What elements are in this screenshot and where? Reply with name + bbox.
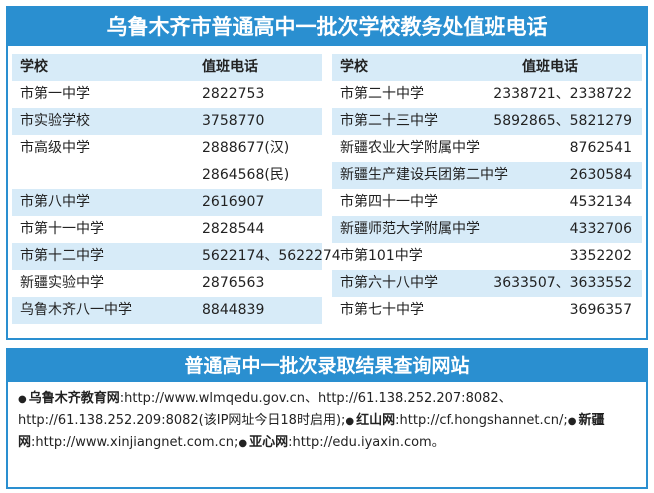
school-name: 市第十二中学	[20, 248, 104, 264]
site-url: :http://cf.hongshannet.cn/;	[395, 413, 568, 428]
school-name: 市第二十中学	[340, 86, 424, 102]
duty-phone-box: 乌鲁木齐市普通高中一批次学校教务处值班电话 学校 值班电话市第一中学 2822753…	[6, 6, 648, 340]
phone-number: 3758770	[202, 113, 265, 129]
phone-number: 2888677(汉)	[202, 140, 290, 156]
school-name: 乌鲁木齐八一中学	[20, 302, 132, 318]
header-cell: 值班电话	[522, 59, 578, 75]
table-row: 市第四十一中学 4532134	[332, 189, 642, 216]
table-row: 市第八中学 2616907	[12, 189, 322, 216]
box-title: 乌鲁木齐市普通高中一批次学校教务处值班电话	[8, 8, 646, 46]
phone-number: 4532134	[569, 194, 632, 210]
school-name: 市第十一中学	[20, 221, 104, 237]
table-row: 新疆实验中学 2876563	[12, 270, 322, 297]
header-row: 学校 值班电话	[12, 54, 322, 81]
school-name: 市第一中学	[20, 86, 90, 102]
header-row: 学校 值班电话	[332, 54, 642, 81]
school-name: 市高级中学	[20, 140, 90, 156]
phone-number: 5622174、5622274	[202, 248, 341, 264]
site-name: 亚心网	[238, 435, 288, 450]
table-row: 新疆生产建设兵团第二中学 2630584	[332, 162, 642, 189]
phone-number: 8844839	[202, 302, 265, 318]
phone-number: 3696357	[569, 302, 632, 318]
table-row: 市第六十八中学 3633507、3633552	[332, 270, 642, 297]
table-row: 市高级中学 2888677(汉) 2864568(民)	[12, 135, 322, 189]
school-name: 新疆师范大学附属中学	[340, 221, 480, 237]
school-name: 新疆实验中学	[20, 275, 104, 291]
phone-number: 2630584	[569, 167, 632, 183]
phone-number: 2828544	[202, 221, 265, 237]
phone-number: 2864568(民)	[202, 167, 290, 183]
school-name: 市第七十中学	[340, 302, 424, 318]
site-list: 乌鲁木齐教育网:http://www.wlmqedu.gov.cn、http:/…	[8, 382, 646, 460]
table-row: 新疆师范大学附属中学 4332706	[332, 216, 642, 243]
phone-number: 2616907	[202, 194, 265, 210]
table-row: 市第二十中学 2338721、2338722	[332, 81, 642, 108]
site-url: :http://www.wlmqedu.gov.cn、http://61.138…	[18, 391, 512, 428]
table-row: 新疆农业大学附属中学 8762541	[332, 135, 642, 162]
phone-number: 2822753	[202, 86, 265, 102]
table-row: 市第十二中学 5622174、5622274	[12, 243, 341, 270]
table-row: 市第101中学 3352202	[332, 243, 642, 270]
left-table: 学校 值班电话市第一中学 2822753 市实验学校 3758770 市高级中学 28886…	[12, 54, 341, 324]
table-row: 市实验学校 3758770	[12, 108, 322, 135]
phone-number: 2338721、2338722	[493, 86, 632, 102]
school-name: 市第六十八中学	[340, 275, 438, 291]
phone-number: 3352202	[569, 248, 632, 264]
school-name: 新疆生产建设兵团第二中学	[340, 167, 508, 183]
website-box: 普通高中一批次录取结果查询网站 乌鲁木齐教育网:http://www.wlmqe…	[6, 348, 648, 489]
box-title: 普通高中一批次录取结果查询网站	[8, 350, 646, 382]
site-url: :http://www.xinjiangnet.com.cn;	[31, 435, 239, 450]
header-cell: 学校	[20, 59, 48, 75]
table-row: 市第七十中学 3696357	[332, 297, 642, 324]
header-cell: 学校	[340, 59, 368, 75]
site-name: 红山网	[345, 413, 395, 428]
school-name: 市第二十三中学	[340, 113, 438, 129]
phone-number: 4332706	[569, 221, 632, 237]
table-row: 市第一中学 2822753	[12, 81, 322, 108]
school-name: 新疆农业大学附属中学	[340, 140, 480, 156]
phone-number: 5892865、5821279	[493, 113, 632, 129]
site-name: 乌鲁木齐教育网	[18, 391, 120, 406]
school-name: 市第四十一中学	[340, 194, 438, 210]
header-cell: 值班电话	[202, 59, 258, 75]
school-name: 市第八中学	[20, 194, 90, 210]
right-table: 学校 值班电话市第二十中学 2338721、2338722 市第二十三中学 589286…	[332, 54, 642, 324]
phone-number: 2876563	[202, 275, 265, 291]
site-url: :http://edu.iyaxin.com。	[288, 435, 445, 450]
school-name: 市实验学校	[20, 113, 90, 129]
table-row: 乌鲁木齐八一中学 8844839	[12, 297, 322, 324]
phone-number: 3633507、3633552	[493, 275, 632, 291]
school-name: 市第101中学	[340, 248, 423, 264]
phone-number: 8762541	[569, 140, 632, 156]
table-row: 市第十一中学 2828544	[12, 216, 322, 243]
table-row: 市第二十三中学 5892865、5821279	[332, 108, 642, 135]
